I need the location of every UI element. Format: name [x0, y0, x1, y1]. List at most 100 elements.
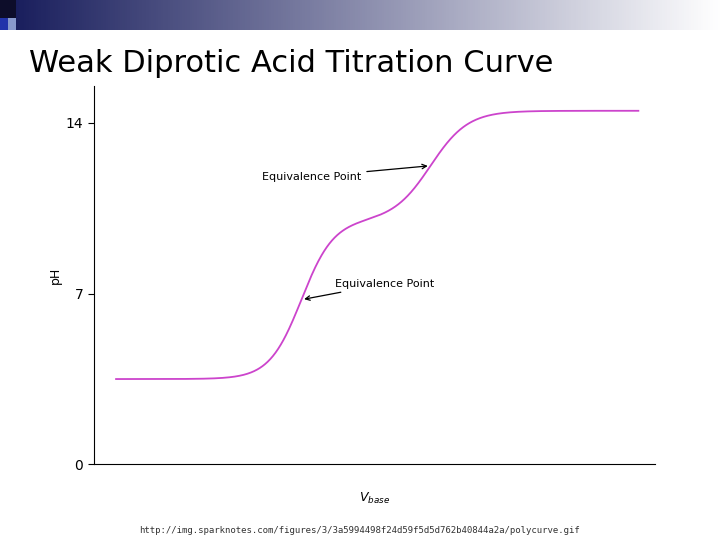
Bar	[355, 0, 358, 30]
Bar	[24, 0, 27, 30]
Bar	[351, 0, 353, 30]
Bar	[202, 0, 204, 30]
Bar	[562, 0, 564, 30]
Bar	[319, 0, 322, 30]
Bar	[266, 0, 269, 30]
Bar	[715, 0, 718, 30]
Bar	[405, 0, 408, 30]
Bar	[672, 0, 675, 30]
Bar	[132, 0, 135, 30]
Bar	[516, 0, 518, 30]
Bar	[146, 0, 149, 30]
Bar	[549, 0, 552, 30]
Bar	[168, 0, 171, 30]
Bar	[221, 0, 223, 30]
Bar	[331, 0, 333, 30]
Bar	[607, 0, 610, 30]
Bar	[653, 0, 655, 30]
Bar	[675, 0, 677, 30]
Bar	[643, 0, 646, 30]
Bar	[437, 0, 439, 30]
Bar	[665, 0, 667, 30]
Bar	[540, 0, 542, 30]
Bar	[509, 0, 511, 30]
Bar	[22, 0, 24, 30]
Bar	[706, 0, 708, 30]
Bar	[108, 0, 110, 30]
Bar	[698, 0, 701, 30]
Bar	[480, 0, 482, 30]
Bar	[324, 0, 326, 30]
Bar	[662, 0, 665, 30]
Bar	[261, 0, 264, 30]
Bar	[209, 0, 211, 30]
Bar	[545, 0, 547, 30]
Bar	[439, 0, 441, 30]
Bar	[660, 0, 662, 30]
Bar	[45, 0, 48, 30]
Bar	[293, 0, 295, 30]
Bar	[682, 0, 684, 30]
Bar	[281, 0, 283, 30]
Bar	[333, 0, 336, 30]
Bar	[571, 0, 574, 30]
Bar	[713, 0, 715, 30]
Bar	[403, 0, 405, 30]
Bar	[552, 0, 554, 30]
Bar	[495, 0, 497, 30]
Bar	[156, 0, 158, 30]
Bar	[641, 0, 643, 30]
Bar	[81, 0, 84, 30]
Bar	[53, 0, 55, 30]
Bar	[269, 0, 271, 30]
Bar	[348, 0, 351, 30]
Bar	[490, 0, 492, 30]
Bar	[667, 0, 670, 30]
Text: Equivalence Point: Equivalence Point	[262, 164, 426, 181]
Bar	[466, 0, 468, 30]
Bar	[574, 0, 576, 30]
Bar	[444, 0, 446, 30]
Bar	[5, 0, 7, 30]
Bar	[197, 0, 199, 30]
Bar	[691, 0, 693, 30]
Bar	[243, 0, 245, 30]
Bar	[290, 0, 293, 30]
Bar	[585, 0, 588, 30]
Bar	[569, 0, 571, 30]
Bar	[161, 0, 163, 30]
Bar	[317, 0, 319, 30]
Bar	[477, 0, 480, 30]
Bar	[497, 0, 499, 30]
Bar	[387, 0, 389, 30]
Bar	[394, 0, 396, 30]
Bar	[441, 0, 444, 30]
Bar	[646, 0, 648, 30]
Bar	[377, 0, 379, 30]
Bar	[513, 0, 516, 30]
Bar	[228, 0, 230, 30]
Bar	[415, 0, 418, 30]
Bar	[578, 0, 581, 30]
Bar	[55, 0, 58, 30]
Bar	[523, 0, 526, 30]
Text: Weak Diprotic Acid Titration Curve: Weak Diprotic Acid Titration Curve	[29, 49, 553, 78]
Bar	[425, 0, 427, 30]
Bar	[600, 0, 603, 30]
Bar	[629, 0, 631, 30]
Bar	[127, 0, 130, 30]
Bar	[482, 0, 485, 30]
Bar	[413, 0, 415, 30]
Bar	[43, 0, 45, 30]
Bar	[624, 0, 626, 30]
Bar	[686, 0, 689, 30]
Bar	[310, 0, 312, 30]
Bar	[307, 0, 310, 30]
Bar	[533, 0, 535, 30]
Bar	[449, 0, 451, 30]
Bar	[238, 0, 240, 30]
Bar	[605, 0, 607, 30]
Bar	[315, 0, 317, 30]
Bar	[636, 0, 639, 30]
Bar	[583, 0, 585, 30]
